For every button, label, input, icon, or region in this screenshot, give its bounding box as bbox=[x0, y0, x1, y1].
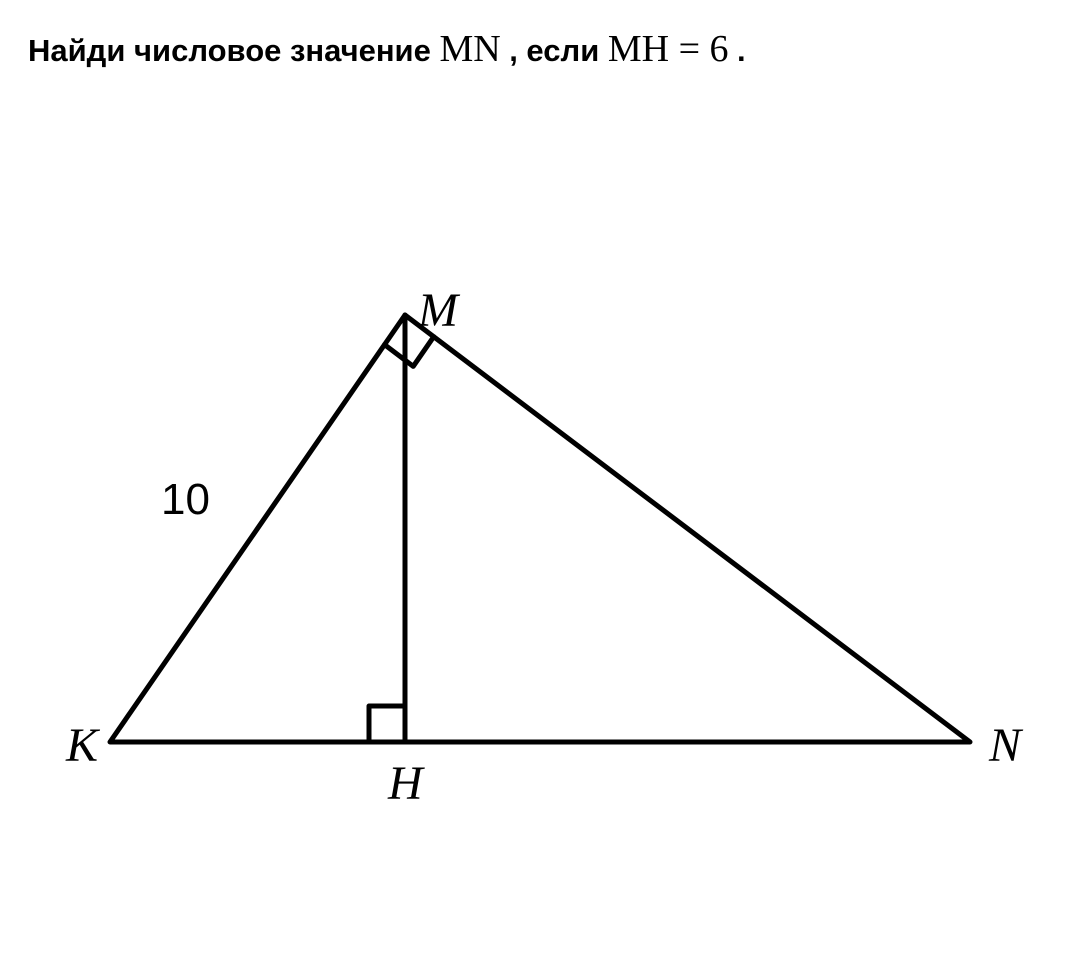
prompt-part-3: . bbox=[737, 33, 746, 68]
vertex-label-K: K bbox=[66, 718, 98, 773]
vertex-label-N: N bbox=[989, 718, 1021, 773]
prompt-mh-eq: MH = 6 bbox=[608, 28, 729, 70]
prompt-part-2: , если bbox=[509, 33, 608, 68]
side-length-KM: 10 bbox=[161, 475, 210, 525]
prompt-part-1: Найди числовое значение bbox=[28, 33, 439, 68]
page: Найди числовое значение MN , если MH = 6… bbox=[0, 0, 1076, 967]
problem-prompt: Найди числовое значение MN , если MH = 6… bbox=[28, 24, 746, 75]
vertex-label-M: M bbox=[418, 283, 458, 338]
vertex-label-H: H bbox=[388, 756, 423, 811]
prompt-mn: MN bbox=[439, 28, 500, 70]
